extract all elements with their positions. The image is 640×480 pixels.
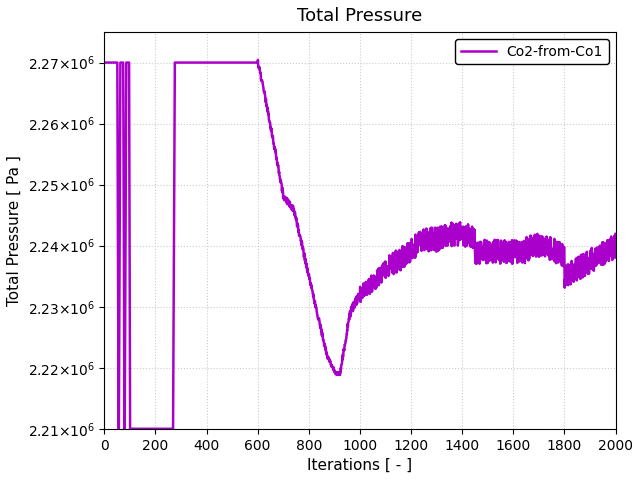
Legend: Co2-from-Co1: Co2-from-Co1 (455, 39, 609, 64)
Co2-from-Co1 (254, 57, 262, 63)
Co2-from-Co1 (504, 242, 511, 248)
Co2-from-Co1 (336, 372, 344, 378)
X-axis label: Iterations [ - ]: Iterations [ - ] (307, 458, 413, 473)
Title: Total Pressure: Total Pressure (298, 7, 422, 25)
Co2-from-Co1 (597, 250, 605, 255)
Co2-from-Co1 (349, 301, 357, 307)
Co2-from-Co1 (100, 60, 108, 65)
Line: Co2-from-Co1: Co2-from-Co1 (104, 60, 616, 429)
Co2-from-Co1 (597, 262, 605, 268)
Co2-from-Co1 (612, 231, 620, 237)
Co2-from-Co1 (127, 426, 134, 432)
Co2-from-Co1 (115, 426, 122, 432)
Y-axis label: Total Pressure [ Pa ]: Total Pressure [ Pa ] (7, 155, 22, 306)
